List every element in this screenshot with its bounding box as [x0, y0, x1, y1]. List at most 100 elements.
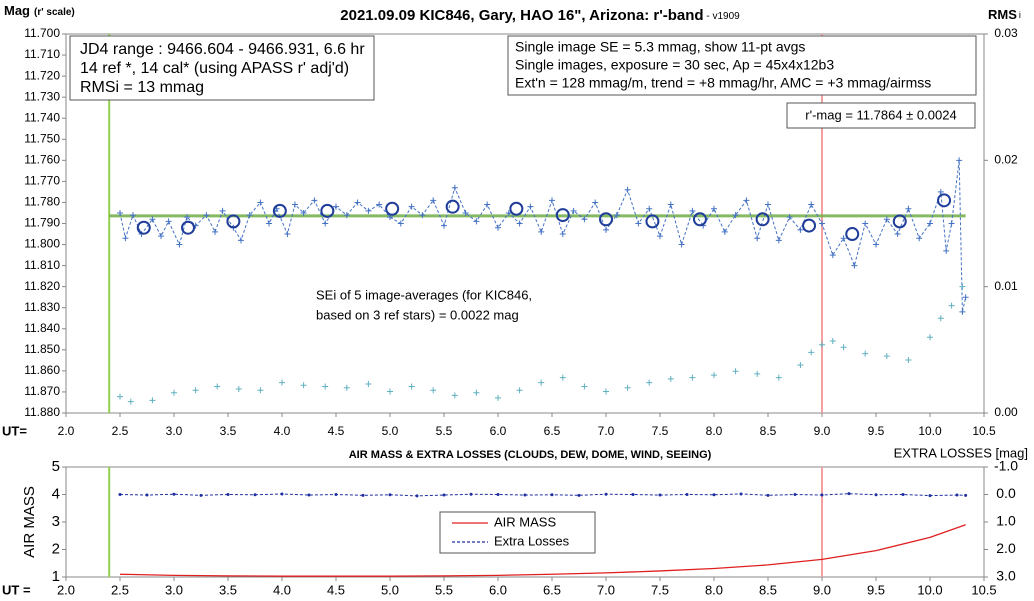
point: [307, 493, 311, 497]
point: [300, 209, 307, 216]
point: [129, 212, 136, 219]
point: [322, 220, 329, 227]
point: [624, 186, 631, 193]
point: [956, 157, 963, 164]
point: [343, 384, 350, 391]
point: [538, 379, 545, 386]
y2-label: RMS i: [988, 7, 1021, 22]
point: [755, 212, 770, 227]
point: [711, 372, 717, 379]
x-tick-label: 2.5: [111, 582, 129, 597]
point: [473, 218, 480, 225]
legend: [439, 511, 596, 554]
y2-tick-label: 0.01: [994, 279, 1018, 293]
point: [333, 203, 339, 210]
y-tick-label: 11.860: [24, 363, 60, 377]
y-label: Mag (r' scale): [4, 3, 75, 18]
y-tick-label: 11.740: [24, 110, 60, 124]
x-tick-label: 4.5: [327, 582, 345, 597]
point: [743, 197, 750, 204]
point: [272, 203, 287, 218]
point: [550, 493, 554, 497]
x-tick-label: 9.5: [867, 582, 885, 597]
point: [819, 341, 825, 348]
point: [820, 493, 824, 497]
point: [291, 201, 298, 208]
point: [754, 370, 761, 377]
point: [862, 220, 869, 227]
y-tick-label: 11.870: [24, 384, 60, 398]
point: [451, 184, 458, 191]
x-tick-label: 3.0: [166, 424, 183, 438]
chart-title: AIR MASS & EXTRA LOSSES (CLOUDS, DEW, DO…: [349, 449, 712, 461]
point: [797, 226, 804, 233]
point: [667, 201, 674, 208]
point: [226, 493, 230, 496]
title: 2021.09.09 KIC846, Gary, HAO 16", Arizon…: [340, 7, 703, 24]
point: [516, 220, 523, 227]
point: [739, 492, 743, 496]
point: [851, 262, 858, 269]
x-tick-label: 6.0: [490, 424, 507, 438]
point: [136, 220, 151, 235]
point: [354, 199, 361, 206]
point: [181, 220, 196, 235]
point: [732, 368, 739, 375]
point: [905, 356, 912, 363]
point: [948, 220, 955, 227]
y2-label-main: RMS: [988, 7, 1017, 22]
legend-label: AIR MASS: [494, 514, 556, 529]
point: [937, 188, 944, 195]
x-tick-label: 8.5: [760, 424, 777, 438]
y-tick-label: 11.800: [24, 237, 60, 251]
point: [862, 350, 869, 357]
point: [127, 398, 134, 405]
point: [624, 384, 631, 391]
point: [577, 493, 581, 497]
info-box: [69, 35, 375, 101]
point: [469, 492, 473, 496]
y2-label: EXTRA LOSSES [mag]: [894, 445, 1028, 460]
point: [927, 220, 933, 227]
point: [441, 222, 447, 229]
x-tick-label: 3.0: [165, 582, 183, 597]
point: [284, 231, 291, 238]
sei-text: based on 3 ref stars) = 0.0022 mag: [316, 307, 519, 322]
y2-tick-label: 0.0: [996, 485, 1016, 501]
point: [955, 493, 959, 497]
point: [646, 379, 653, 386]
point: [916, 235, 923, 242]
y-tick-label: 11.840: [24, 321, 60, 335]
point: [603, 388, 609, 395]
point: [808, 349, 815, 356]
point: [473, 389, 480, 396]
point: [754, 235, 761, 242]
point: [408, 203, 415, 210]
point: [158, 233, 165, 240]
point: [117, 209, 123, 216]
y2-tick-label: 1.0: [996, 513, 1016, 529]
point: [692, 212, 707, 227]
point: [570, 207, 577, 214]
point: [408, 383, 415, 390]
point: [171, 389, 177, 396]
point: [516, 387, 523, 394]
point: [496, 493, 500, 496]
y-tick-label: 11.750: [24, 131, 60, 145]
x-tick-label: 8.0: [706, 424, 723, 438]
x-tick-label: 10.5: [971, 582, 996, 597]
point: [149, 397, 156, 404]
point: [430, 197, 437, 204]
x-tick-label: 2.5: [112, 424, 129, 438]
point: [549, 197, 555, 204]
point: [765, 201, 771, 208]
point: [937, 315, 944, 322]
point: [873, 241, 879, 248]
x-label: UT =: [2, 582, 31, 597]
x-tick-label: 3.5: [220, 424, 237, 438]
x-label: UT=: [2, 423, 27, 438]
y-tick-label: 11.720: [24, 68, 60, 82]
point: [901, 493, 905, 496]
point: [145, 493, 149, 497]
y-tick-label: 3: [52, 513, 60, 530]
